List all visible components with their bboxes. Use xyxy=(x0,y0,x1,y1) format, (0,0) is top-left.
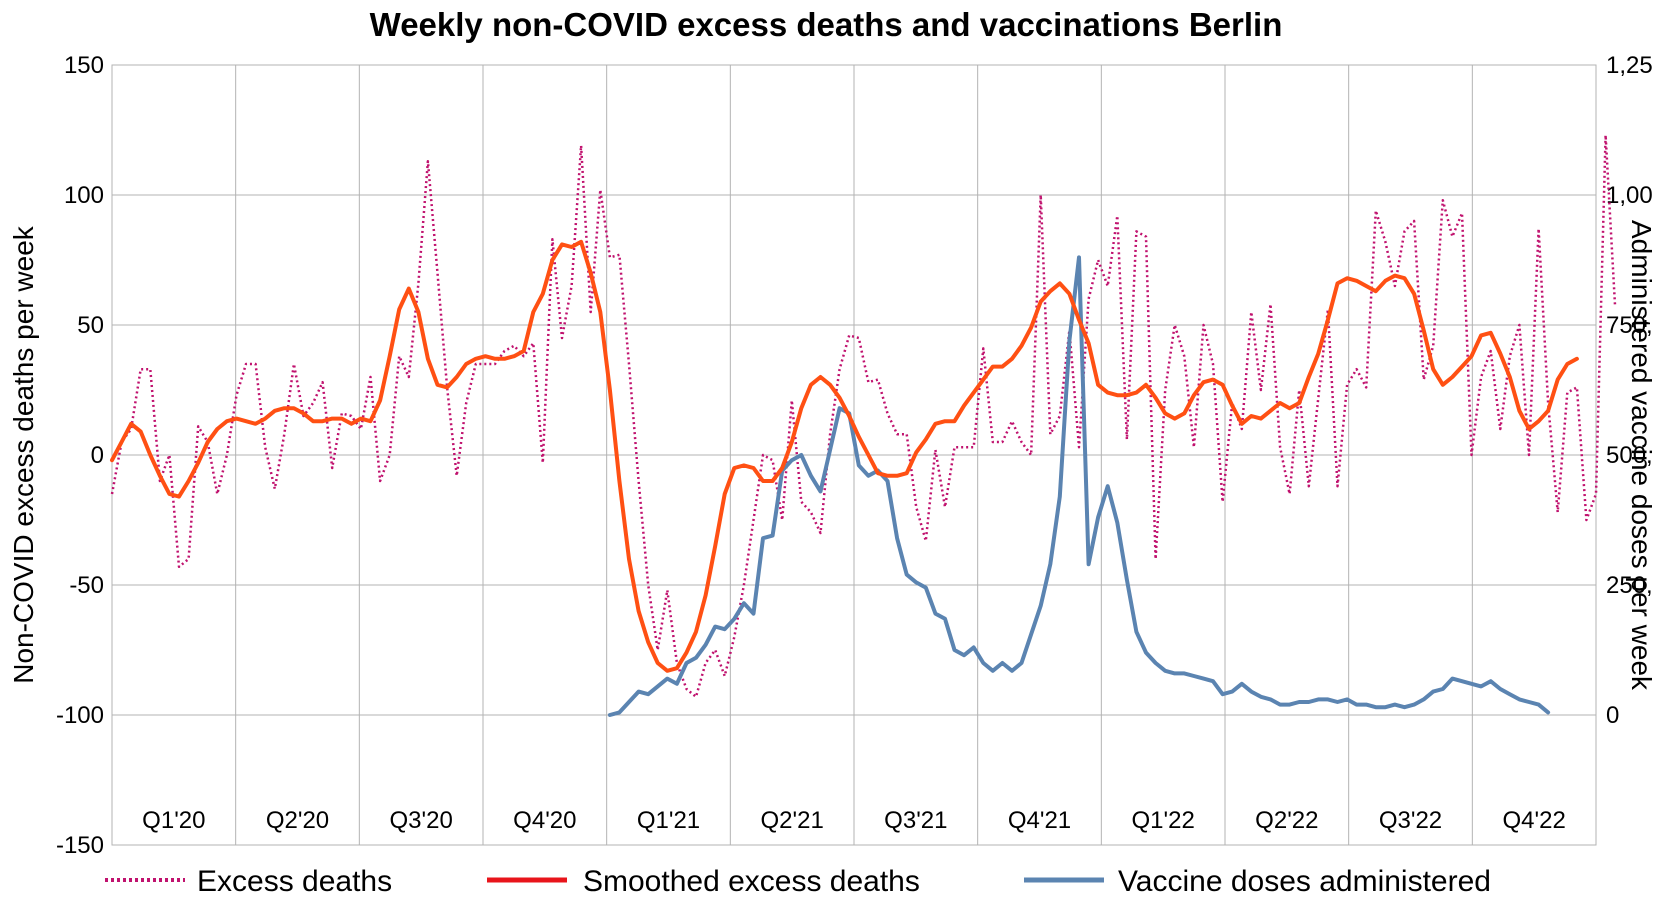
quarter-label: Q2'22 xyxy=(1255,807,1318,834)
quarter-labels: Q1'20 Q2'20 Q3'20 Q4'20 Q1'21 Q2'21 Q3'21 Q4'21… xyxy=(142,807,1566,834)
y2tick-label: 250,000 xyxy=(1606,572,1653,599)
quarter-label: Q1'22 xyxy=(1132,807,1195,834)
y2tick-label: 0 xyxy=(1606,702,1619,729)
legend-label-vaccine-doses: Vaccine doses administered xyxy=(1118,865,1491,898)
y2tick-label: 1,000,000 xyxy=(1606,182,1653,209)
quarter-label: Q3'22 xyxy=(1379,807,1442,834)
left-axis-title: Non-COVID excess deaths per week xyxy=(8,225,39,684)
quarter-label: Q1'21 xyxy=(637,807,700,834)
left-axis-ticks: 150 100 50 0 -50 -100 -150 xyxy=(56,52,104,859)
quarter-label: Q2'21 xyxy=(761,807,824,834)
ytick-label: 100 xyxy=(64,182,104,209)
y2tick-label: 1,250,000 xyxy=(1606,52,1653,79)
ytick-label: 150 xyxy=(64,52,104,79)
quarter-label: Q4'20 xyxy=(513,807,576,834)
chart-title: Weekly non-COVID excess deaths and vacci… xyxy=(370,6,1283,43)
ytick-label: 0 xyxy=(91,442,104,469)
quarter-label: Q3'21 xyxy=(884,807,947,834)
right-axis-ticks: 1,250,000 1,000,000 750,000 500,000 250,000 0 xyxy=(1606,52,1653,729)
legend-label-excess-deaths: Excess deaths xyxy=(197,865,392,898)
ytick-label: 50 xyxy=(77,312,104,339)
ytick-label: -100 xyxy=(56,702,104,729)
y2tick-label: 500,000 xyxy=(1606,442,1653,469)
ytick-label: -50 xyxy=(69,572,104,599)
series-smoothed-excess-deaths xyxy=(110,239,1579,673)
legend: Excess deaths Smoothed excess deaths Vac… xyxy=(105,865,1491,898)
y2tick-label: 750,000 xyxy=(1606,312,1653,339)
quarter-label: Q3'20 xyxy=(390,807,453,834)
plot-frame xyxy=(111,64,1597,846)
legend-label-smoothed-excess-deaths: Smoothed excess deaths xyxy=(583,865,920,898)
quarter-label: Q4'21 xyxy=(1008,807,1071,834)
series-vaccine-doses xyxy=(607,255,1551,717)
series-layer xyxy=(110,133,1617,717)
quarter-label: Q1'20 xyxy=(142,807,205,834)
quarter-label: Q2'20 xyxy=(266,807,329,834)
ytick-label: -150 xyxy=(56,832,104,859)
quarter-label: Q4'22 xyxy=(1503,807,1566,834)
right-axis-title: Administered vaccine doses per week xyxy=(1626,220,1653,691)
